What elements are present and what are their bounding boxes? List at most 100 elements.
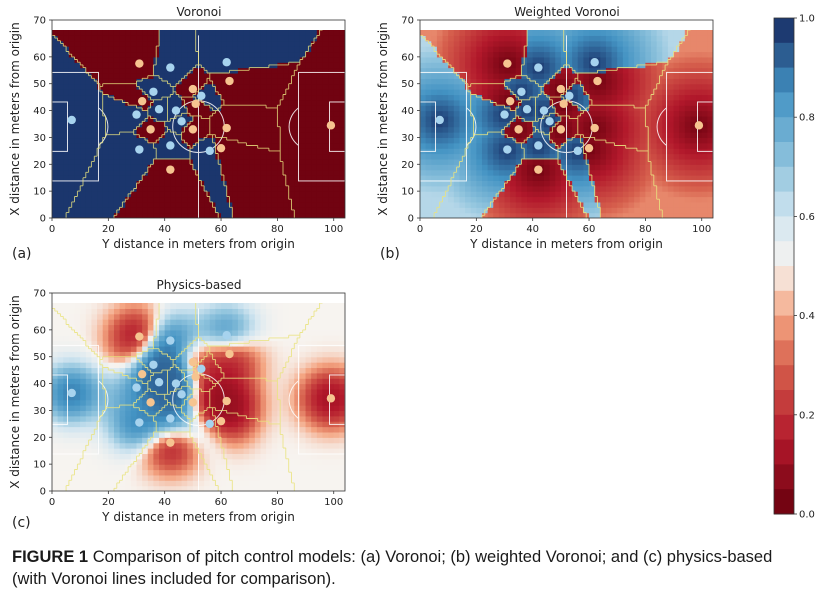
heatmap-cell [170,405,177,412]
heatmap-cell [215,180,222,187]
heatmap-cell [57,99,64,106]
heatmap-cell [470,201,477,208]
heatmap-cell [322,164,329,171]
heatmap-cell [97,335,104,342]
heatmap-cell [215,480,222,487]
heatmap-cell [254,132,262,139]
heatmap-cell [333,62,340,69]
heatmap-cell [113,329,121,336]
heatmap-cell [164,207,171,214]
heatmap-cell [125,458,132,465]
heatmap-cell [328,110,335,117]
heatmap-cell [119,399,126,406]
heatmap-cell [487,132,494,139]
heatmap-cell [108,56,115,63]
heatmap-cell [283,121,290,128]
heatmap-cell [465,148,472,155]
heatmap-cell [181,394,188,401]
player-blue-point [534,141,543,150]
heatmap-cell [85,356,93,363]
heatmap-cell [690,142,697,149]
heatmap-cell [510,46,517,53]
heatmap-cell [690,78,697,85]
heatmap-cell [97,388,104,395]
heatmap-cell [97,185,104,192]
heatmap-cell [215,303,222,309]
heatmap-cell [470,105,477,112]
heatmap-cell [589,105,596,112]
heatmap-cell [136,185,143,192]
heatmap-cell [431,78,438,85]
heatmap-cell [80,313,87,320]
player-orange-point [188,84,198,94]
heatmap-cell [153,485,160,491]
heatmap-cell [125,394,132,401]
heatmap-cell [232,372,239,379]
heatmap-cell [226,442,233,449]
heatmap-cell [170,148,177,155]
heatmap-cell [198,378,205,385]
heatmap-cell [510,153,517,160]
heatmap-cell [226,99,233,106]
heatmap-cell [204,378,211,385]
heatmap-cell [113,67,121,74]
heatmap-cell [125,56,132,63]
heatmap-cell [527,207,534,214]
heatmap-cell [232,335,239,342]
heatmap-cell [622,56,630,63]
heatmap-cell [316,72,324,79]
heatmap-cell [294,142,301,149]
heatmap-cell [639,201,646,208]
heatmap-cell [85,458,93,465]
heatmap-cell [130,196,138,203]
heatmap-cell [493,46,500,53]
heatmap-cell [221,362,228,369]
heatmap-cell [266,121,273,128]
heatmap-cell [97,169,104,176]
heatmap-cell [283,94,290,101]
heatmap-cell [459,148,466,155]
heatmap-cell [425,99,432,106]
player-blue-point [590,58,599,67]
heatmap-cell [634,175,641,181]
heatmap-cell [515,158,523,165]
heatmap-cell [532,212,539,218]
heatmap-cell [299,78,307,85]
heatmap-cell [431,110,438,117]
heatmap-cell [80,40,87,47]
heatmap-cell [102,196,109,203]
heatmap-cell [277,40,284,47]
heatmap-cell [254,110,262,117]
heatmap-cell [243,431,250,438]
heatmap-cell [97,191,104,198]
heatmap-cell [130,319,138,326]
heatmap-cell [237,362,245,369]
heatmap-cell [125,35,132,42]
heatmap-cell [85,62,93,69]
heatmap-cell [192,67,200,74]
heatmap-cell [628,196,635,203]
heatmap-cell [277,105,284,112]
heatmap-cell [237,372,245,379]
heatmap-cell [198,212,205,218]
heatmap-cell [684,62,692,69]
heatmap-cell [515,191,523,198]
heatmap-cell [243,448,250,454]
heatmap-cell [198,303,205,309]
heatmap-cell [498,169,506,176]
heatmap-cell [175,431,183,438]
heatmap-cell [226,421,233,428]
x-tick-label: 0 [417,224,423,235]
heatmap-cell [113,46,121,53]
heatmap-cell [243,56,250,63]
y-tick-label: 70 [33,16,46,27]
heatmap-cell [696,56,703,63]
heatmap-cell [221,185,228,192]
heatmap-cell [442,30,449,36]
heatmap-cell [549,191,556,198]
heatmap-cell [52,175,59,181]
heatmap-cell [476,62,483,69]
heatmap-cell [465,185,472,192]
heatmap-cell [453,56,461,63]
heatmap-cell [510,83,517,90]
